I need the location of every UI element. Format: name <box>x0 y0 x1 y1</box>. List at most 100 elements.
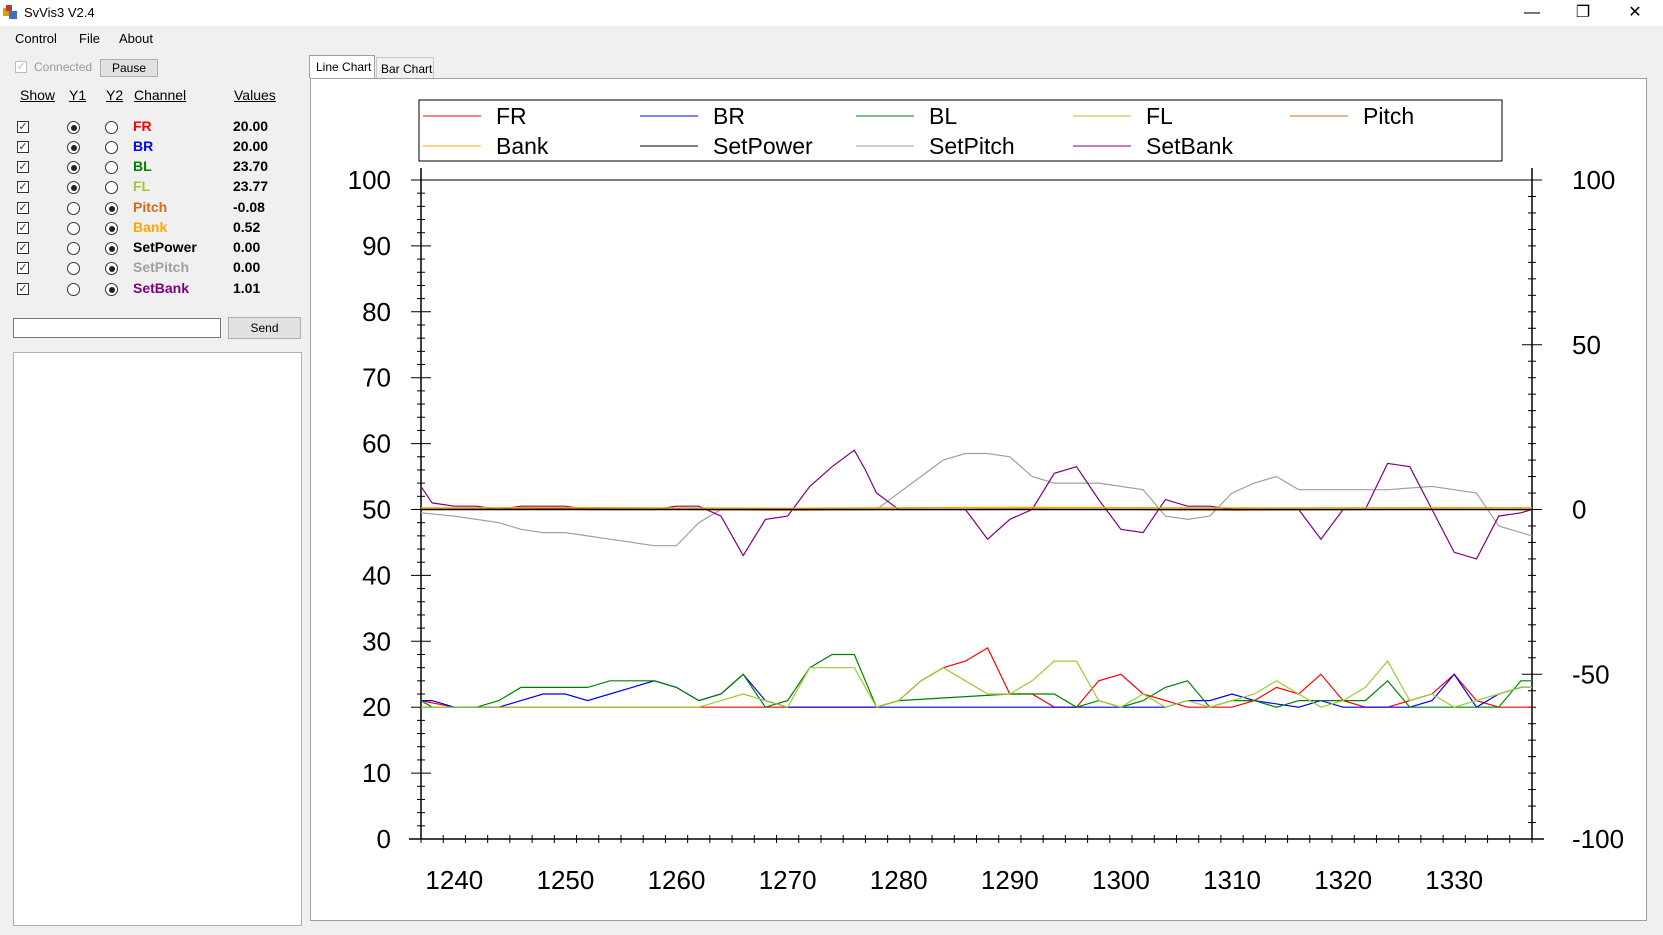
y2-radio-br[interactable] <box>105 141 118 154</box>
y2-radio-bl[interactable] <box>105 161 118 174</box>
command-input[interactable] <box>13 318 221 338</box>
menu-file[interactable]: File <box>79 31 100 46</box>
y1-tick-label: 90 <box>362 231 391 261</box>
y2-tick-label: -50 <box>1572 659 1610 689</box>
channel-value-setpower: 0.00 <box>233 239 261 255</box>
y2-radio-bank[interactable] <box>105 222 118 235</box>
channel-value-fl: 23.77 <box>233 178 269 194</box>
channel-name-fl: FL <box>133 178 151 194</box>
series-line-bl <box>420 653 1532 708</box>
connected-label: Connected <box>34 60 93 74</box>
header-values: Values <box>234 87 276 103</box>
legend-label-fr: FR <box>496 103 527 129</box>
show-checkbox-br[interactable]: ✓ <box>17 141 29 153</box>
y1-radio-bl[interactable] <box>67 161 80 174</box>
x-tick-label: 1240 <box>425 865 483 895</box>
tab-line-chart[interactable]: Line Chart <box>309 55 375 78</box>
show-checkbox-fl[interactable]: ✓ <box>17 181 29 193</box>
y1-radio-setpower[interactable] <box>67 242 80 255</box>
channel-value-setpitch: 0.00 <box>233 259 261 275</box>
show-checkbox-setpower[interactable]: ✓ <box>17 242 29 254</box>
y1-radio-setbank[interactable] <box>67 283 80 296</box>
channel-value-pitch: -0.08 <box>233 199 265 215</box>
x-tick-label: 1290 <box>981 865 1039 895</box>
show-checkbox-pitch[interactable]: ✓ <box>17 202 29 214</box>
header-y1: Y1 <box>69 87 87 103</box>
y1-tick-label: 20 <box>362 692 391 722</box>
x-tick-label: 1260 <box>648 865 706 895</box>
pause-button[interactable]: Pause <box>100 59 158 77</box>
minimize-icon[interactable]: — <box>1524 4 1540 21</box>
channel-value-bl: 23.70 <box>233 158 269 174</box>
header-y2: Y2 <box>106 87 124 103</box>
series-line-setpitch <box>420 452 1533 547</box>
series-line-br <box>421 673 1532 709</box>
menu-control[interactable]: Control <box>15 31 57 46</box>
series-line-fl <box>421 660 1532 708</box>
line-chart: FR BR BL FL Pitch Bank SetPower SetPitch SetBank… <box>348 99 1624 895</box>
connected-checkbox[interactable]: ✓ <box>15 61 27 73</box>
y1-radio-br[interactable] <box>67 141 80 154</box>
window-title: SvVis3 V2.4 <box>24 5 95 20</box>
line-chart-panel: FR BR BL FL Pitch Bank SetPower SetPitch SetBank… <box>310 78 1647 921</box>
show-checkbox-bl[interactable]: ✓ <box>17 161 29 173</box>
channel-name-setpower: SetPower <box>133 239 197 255</box>
legend-label-fl: FL <box>1146 103 1173 129</box>
channel-name-bl: BL <box>133 158 152 174</box>
y2-radio-setbank[interactable] <box>105 283 118 296</box>
y2-radio-pitch[interactable] <box>105 202 118 215</box>
menu-about[interactable]: About <box>119 31 153 46</box>
channel-value-setbank: 1.01 <box>233 280 261 296</box>
y2-radio-fr[interactable] <box>105 121 118 134</box>
output-log[interactable] <box>13 352 302 926</box>
title-bar: SvVis3 V2.4 — ❐ ✕ <box>0 0 1663 26</box>
y2-tick-label: 100 <box>1572 165 1615 195</box>
legend-label-br: BR <box>713 103 745 129</box>
channel-name-br: BR <box>133 138 154 154</box>
legend-label-setpower: SetPower <box>713 133 813 159</box>
header-channel: Channel <box>134 87 187 103</box>
y2-radio-setpitch[interactable] <box>105 262 118 275</box>
show-checkbox-setbank[interactable]: ✓ <box>17 283 29 295</box>
y1-tick-label: 30 <box>362 626 391 656</box>
show-checkbox-setpitch[interactable]: ✓ <box>17 262 29 274</box>
y1-radio-fr[interactable] <box>67 121 80 134</box>
tab-bar-chart[interactable]: Bar Chart <box>376 57 434 78</box>
channel-name-setpitch: SetPitch <box>133 259 190 275</box>
y1-tick-label: 50 <box>362 495 391 525</box>
show-checkbox-fr[interactable]: ✓ <box>17 121 29 133</box>
restore-icon[interactable]: ❐ <box>1575 4 1591 21</box>
y2-radio-fl[interactable] <box>105 181 118 194</box>
y2-tick-label: 50 <box>1572 330 1601 360</box>
y1-tick-label: 10 <box>362 758 391 788</box>
legend-label-setpitch: SetPitch <box>929 133 1015 159</box>
y1-tick-label: 80 <box>362 297 391 327</box>
x-tick-label: 1330 <box>1425 865 1483 895</box>
channel-name-bank: Bank <box>133 219 168 235</box>
y1-tick-label: 100 <box>348 165 391 195</box>
y1-radio-fl[interactable] <box>67 181 80 194</box>
series-line-bank <box>420 506 1533 509</box>
close-icon[interactable]: ✕ <box>1628 4 1642 21</box>
y1-radio-bank[interactable] <box>67 222 80 235</box>
tab-line-chart-label: Line Chart <box>316 60 372 74</box>
menu-bar: Control File About <box>0 27 1663 49</box>
channel-value-bank: 0.52 <box>233 219 261 235</box>
legend-label-setbank: SetBank <box>1146 133 1233 159</box>
series-line-setbank <box>420 449 1533 560</box>
tab-bar-chart-label: Bar Chart <box>381 62 433 76</box>
channel-name-setbank: SetBank <box>133 280 190 296</box>
x-tick-label: 1250 <box>537 865 595 895</box>
legend-box <box>418 99 1503 162</box>
legend-label-bl: BL <box>929 103 957 129</box>
y1-tick-label: 0 <box>377 824 391 854</box>
show-checkbox-bank[interactable]: ✓ <box>17 222 29 234</box>
series-line-fr <box>420 647 1532 708</box>
header-show: Show <box>20 87 56 103</box>
send-button[interactable]: Send <box>228 317 301 339</box>
x-tick-label: 1280 <box>870 865 928 895</box>
y2-radio-setpower[interactable] <box>105 242 118 255</box>
y1-radio-pitch[interactable] <box>67 202 80 215</box>
y1-radio-setpitch[interactable] <box>67 262 80 275</box>
x-tick-label: 1270 <box>759 865 817 895</box>
